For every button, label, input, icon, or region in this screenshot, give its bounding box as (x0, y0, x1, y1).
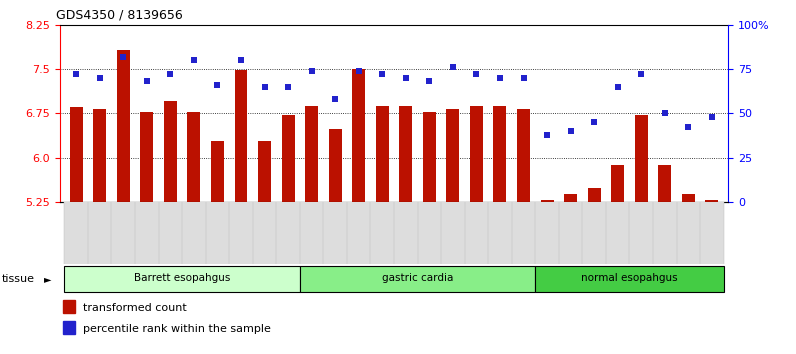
Bar (63, 300, 75, 313)
Bar (88, 202, 111, 264)
Bar (559, 202, 583, 264)
Bar (140, 112, 154, 202)
Text: normal esopahgus: normal esopahgus (581, 273, 677, 283)
Bar (677, 202, 700, 264)
Bar (423, 112, 436, 202)
Bar (682, 194, 695, 202)
Text: transformed count: transformed count (83, 303, 187, 313)
Bar (205, 202, 229, 264)
FancyBboxPatch shape (300, 266, 535, 292)
Text: percentile rank within the sample: percentile rank within the sample (83, 324, 271, 334)
Bar (512, 202, 535, 264)
Bar (229, 202, 253, 264)
Bar (258, 141, 271, 202)
Bar (70, 107, 83, 202)
Text: Barrett esopahgus: Barrett esopahgus (134, 273, 230, 283)
Bar (564, 194, 577, 202)
Bar (63, 321, 75, 334)
Bar (540, 200, 553, 202)
Bar (111, 202, 135, 264)
Bar (705, 200, 718, 202)
Bar (300, 202, 323, 264)
Text: ►: ► (44, 274, 51, 284)
Bar (182, 202, 205, 264)
Text: tissue: tissue (2, 274, 34, 284)
Bar (164, 102, 177, 202)
FancyBboxPatch shape (535, 266, 724, 292)
Bar (494, 105, 506, 202)
Bar (329, 129, 341, 202)
Bar (376, 105, 388, 202)
Bar (606, 202, 630, 264)
Bar (517, 109, 530, 202)
Bar (611, 165, 624, 202)
Bar (488, 202, 512, 264)
Bar (465, 202, 488, 264)
Bar (347, 202, 370, 264)
Bar (400, 105, 412, 202)
Bar (634, 115, 648, 202)
Bar (135, 202, 158, 264)
Bar (394, 202, 418, 264)
Bar (211, 141, 224, 202)
Bar (653, 202, 677, 264)
Bar (235, 70, 248, 202)
Bar (117, 50, 130, 202)
Bar (587, 188, 601, 202)
Bar (470, 105, 483, 202)
Bar (93, 109, 106, 202)
Bar (700, 202, 724, 264)
Bar (276, 202, 300, 264)
Bar (352, 69, 365, 202)
Bar (64, 202, 88, 264)
Text: gastric cardia: gastric cardia (382, 273, 453, 283)
Bar (583, 202, 606, 264)
Bar (658, 165, 671, 202)
Bar (323, 202, 347, 264)
Text: GDS4350 / 8139656: GDS4350 / 8139656 (57, 9, 183, 22)
Bar (535, 202, 559, 264)
Bar (253, 202, 276, 264)
FancyBboxPatch shape (64, 266, 300, 292)
Bar (418, 202, 441, 264)
Bar (447, 109, 459, 202)
Bar (630, 202, 653, 264)
Bar (158, 202, 182, 264)
Bar (370, 202, 394, 264)
Bar (441, 202, 465, 264)
Bar (187, 112, 201, 202)
Bar (305, 105, 318, 202)
Bar (282, 115, 295, 202)
